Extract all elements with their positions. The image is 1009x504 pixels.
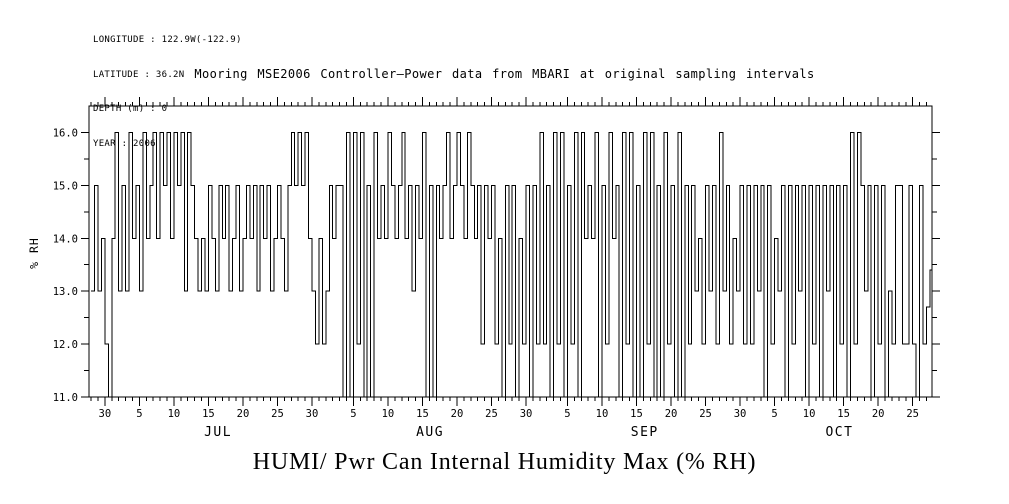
figure-caption: HUMI/ Pwr Can Internal Humidity Max (% R… — [252, 449, 757, 475]
y-axis-title: % RH — [27, 237, 41, 269]
x-month-label: AUG — [416, 425, 444, 440]
metadata-depth: DEPTH (m) : 0 — [93, 104, 168, 114]
x-tick-label: 15 — [837, 408, 850, 420]
x-tick-label: 30 — [99, 408, 112, 420]
chart-title: Mooring MSE2006 Controller–Power data fr… — [194, 67, 815, 81]
x-tick-label: 5 — [136, 408, 142, 420]
x-tick-label: 30 — [520, 408, 533, 420]
x-tick-label: 20 — [451, 408, 464, 420]
x-tick-label: 10 — [596, 408, 609, 420]
x-tick-label: 25 — [271, 408, 284, 420]
x-tick-label: 30 — [306, 408, 319, 420]
x-axis — [90, 97, 927, 406]
x-tick-label: 25 — [699, 408, 712, 420]
x-tick-label: 20 — [872, 408, 885, 420]
y-tick-label: 16.0 — [53, 127, 78, 139]
x-tick-label: 5 — [350, 408, 356, 420]
x-tick-label: 30 — [734, 408, 747, 420]
metadata-latitude: LATITUDE : 36.2N — [93, 69, 185, 80]
x-tick-label: 5 — [564, 408, 570, 420]
x-month-label: JUL — [204, 425, 232, 440]
metadata-longitude: LONGITUDE : 122.9W(-122.9) — [93, 35, 242, 45]
x-tick-label: 25 — [485, 408, 498, 420]
x-tick-label: 15 — [202, 408, 215, 420]
x-month-label: SEP — [631, 425, 659, 440]
metadata-block: LONGITUDE : 122.9W(-122.9) LATITUDE : 36… — [93, 12, 242, 173]
x-tick-label: 15 — [416, 408, 429, 420]
x-tick-label: 10 — [803, 408, 816, 420]
y-tick-label: 12.0 — [53, 339, 78, 351]
y-tick-label: 14.0 — [53, 233, 78, 245]
x-tick-label: 10 — [168, 408, 181, 420]
y-tick-label: 15.0 — [53, 180, 78, 192]
y-tick-label: 13.0 — [53, 286, 78, 298]
x-tick-label: 5 — [771, 408, 777, 420]
y-tick-label: 11.0 — [53, 392, 78, 404]
y-axis — [81, 131, 940, 398]
x-tick-label: 15 — [630, 408, 643, 420]
x-month-label: OCT — [825, 425, 853, 440]
x-tick-label: 25 — [906, 408, 919, 420]
x-tick-label: 20 — [237, 408, 250, 420]
humidity-series-line — [91, 132, 933, 398]
x-tick-label: 10 — [382, 408, 395, 420]
x-tick-label: 20 — [665, 408, 678, 420]
metadata-year: YEAR : 2006 — [93, 138, 156, 149]
